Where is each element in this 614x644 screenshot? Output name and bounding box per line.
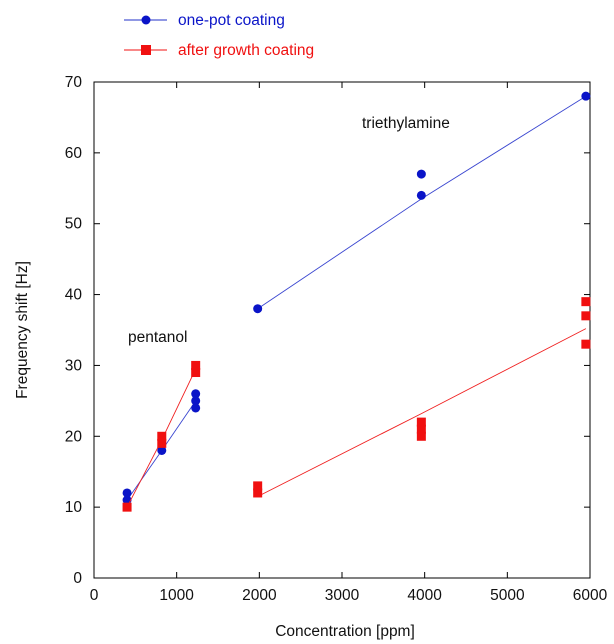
annotation-triethylamine: triethylamine (362, 115, 450, 132)
legend-label-after-growth: after growth coating (178, 42, 314, 59)
x-tick-label-5: 5000 (490, 587, 525, 604)
fit-line-after-growth-1 (257, 328, 587, 497)
point-after-growth-0 (122, 502, 132, 512)
x-tick-label-4: 4000 (407, 587, 442, 604)
point-after-growth-12 (581, 297, 591, 307)
y-axis-title: Frequency shift [Hz] (14, 261, 31, 399)
x-tick-label-0: 0 (90, 587, 99, 604)
point-after-growth-9 (416, 417, 426, 427)
point-one-pot-2 (157, 445, 167, 455)
point-after-growth-2 (157, 431, 167, 441)
y-tick-label-1: 10 (65, 499, 83, 516)
y-tick-label-0: 0 (73, 570, 82, 587)
point-after-growth-3 (191, 368, 201, 378)
point-after-growth-1 (157, 438, 167, 448)
point-one-pot-3 (191, 403, 201, 413)
x-tick-label-2: 2000 (242, 587, 277, 604)
x-tick-label-6: 6000 (573, 587, 608, 604)
y-tick-label-7: 70 (65, 74, 83, 91)
point-one-pot-8 (416, 169, 426, 179)
x-axis-title: Concentration [ppm] (275, 623, 415, 640)
y-tick-label-2: 20 (65, 428, 83, 445)
legend-marker-after-growth (141, 45, 151, 55)
x-tick-label-1: 1000 (159, 587, 194, 604)
y-tick-label-6: 60 (65, 145, 83, 162)
point-after-growth-7 (416, 431, 426, 441)
legend-label-one-pot: one-pot coating (178, 12, 285, 29)
point-after-growth-10 (581, 339, 591, 349)
point-after-growth-6 (253, 481, 263, 491)
y-tick-label-5: 50 (65, 216, 83, 233)
point-one-pot-5 (191, 389, 201, 399)
plot-layer: 0 1000 2000 3000 4000 5000 6000 0 10 20 30 40 50 60 70 (65, 74, 608, 604)
point-one-pot-1 (122, 488, 132, 498)
point-after-growth-4 (191, 360, 201, 370)
x-tick-label-3: 3000 (325, 587, 360, 604)
annotation-pentanol: pentanol (128, 329, 187, 346)
point-after-growth-11 (581, 311, 591, 321)
point-after-growth-8 (416, 424, 426, 434)
y-tick-label-3: 30 (65, 357, 83, 374)
y-tick-label-4: 40 (65, 287, 83, 304)
point-after-growth-5 (253, 488, 263, 498)
legend-marker-one-pot (141, 15, 151, 25)
point-one-pot-9 (581, 91, 591, 101)
point-one-pot-6 (253, 304, 263, 314)
legend: one-pot coating after growth coating (124, 12, 314, 59)
point-one-pot-7 (416, 190, 426, 200)
point-one-pot-4 (191, 396, 201, 406)
